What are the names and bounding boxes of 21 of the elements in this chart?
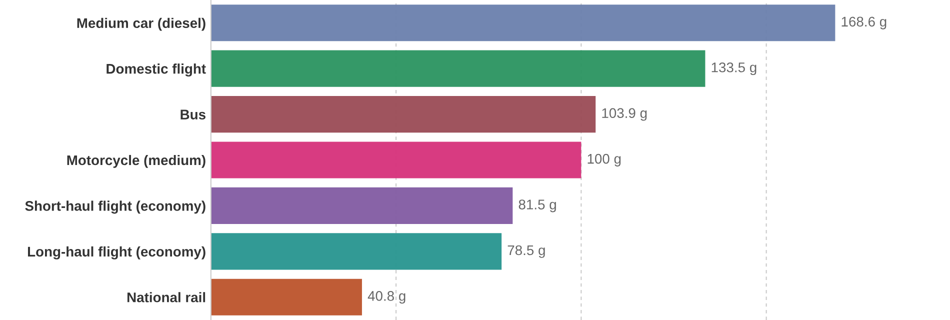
- y-tick-label: Motorcycle (medium): [67, 154, 206, 168]
- bar: [210, 233, 502, 270]
- bar: [210, 187, 513, 224]
- data-label: 81.5 g: [518, 200, 556, 212]
- y-tick-label: Domestic flight: [106, 64, 206, 77]
- y-tick-label: Short-haul flight (economy): [25, 200, 206, 214]
- y-tick-label: Long-haul flight (economy): [28, 246, 206, 260]
- y-tick-label: Bus: [180, 110, 206, 120]
- bar: [210, 4, 836, 42]
- y-tick-label: Medium car (diesel): [77, 18, 206, 31]
- y-tick-label: National rail: [127, 292, 206, 302]
- data-label: 168.6 g: [842, 16, 886, 30]
- data-label: 78.5 g: [508, 245, 545, 258]
- bar: [210, 142, 582, 178]
- data-label: 103.9 g: [602, 108, 647, 121]
- bar: [210, 50, 706, 87]
- data-label: 133.5 g: [712, 62, 756, 76]
- data-label: 40.8 g: [368, 291, 406, 304]
- bar: [210, 278, 362, 316]
- bar: [210, 96, 596, 133]
- data-label: 100 g: [588, 154, 621, 166]
